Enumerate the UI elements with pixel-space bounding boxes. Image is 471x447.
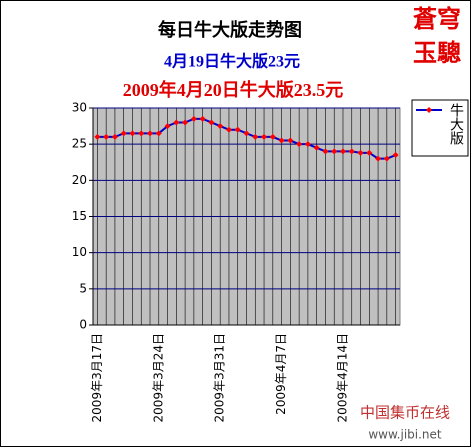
data-point bbox=[164, 123, 171, 130]
badge: 玉驄 bbox=[413, 39, 461, 67]
data-point bbox=[147, 130, 154, 137]
data-point bbox=[120, 130, 127, 137]
data-point bbox=[243, 130, 250, 137]
data-point bbox=[190, 115, 197, 122]
data-point bbox=[296, 141, 303, 148]
x-tick-label: 2009年4月7日 bbox=[274, 333, 288, 415]
data-point bbox=[173, 119, 180, 126]
chart-title: 每日牛大版走势图 bbox=[158, 19, 302, 41]
data-point bbox=[138, 130, 145, 137]
legend-label: 牛大版 bbox=[448, 103, 464, 146]
chart-subtitle: 2009年4月20日牛大版23.5元 bbox=[123, 79, 344, 100]
data-point bbox=[103, 133, 110, 140]
y-tick-label: 5 bbox=[79, 281, 87, 295]
data-point bbox=[331, 148, 338, 155]
x-tick-label: 2009年4月14日 bbox=[335, 333, 349, 422]
y-tick-label: 15 bbox=[72, 209, 87, 223]
data-point bbox=[348, 148, 355, 155]
data-point bbox=[322, 148, 329, 155]
watermark: www.jibi.net bbox=[368, 428, 442, 442]
y-tick-label: 20 bbox=[72, 173, 87, 187]
data-point bbox=[357, 149, 364, 156]
x-tick-label: 2009年3月24日 bbox=[151, 333, 165, 422]
data-point bbox=[269, 133, 276, 140]
data-point bbox=[129, 130, 136, 137]
x-tick-label: 2009年3月17日 bbox=[90, 333, 104, 422]
data-point bbox=[383, 155, 390, 162]
data-point bbox=[252, 133, 259, 140]
data-point bbox=[278, 137, 285, 144]
data-point bbox=[392, 152, 399, 159]
data-point bbox=[375, 155, 382, 162]
data-point bbox=[287, 137, 294, 144]
data-point bbox=[217, 123, 224, 130]
data-point bbox=[366, 149, 373, 156]
data-point bbox=[155, 130, 162, 137]
data-point bbox=[94, 133, 101, 140]
data-point bbox=[225, 126, 232, 133]
data-point bbox=[339, 148, 346, 155]
data-point bbox=[304, 141, 311, 148]
data-point bbox=[261, 133, 268, 140]
data-point bbox=[208, 119, 215, 126]
y-tick-label: 30 bbox=[72, 101, 87, 115]
data-point bbox=[199, 115, 206, 122]
y-tick-label: 25 bbox=[72, 137, 87, 151]
chart-subtitle: 4月19日牛大版23元 bbox=[164, 52, 300, 71]
badge: 蒼穹 bbox=[413, 5, 461, 33]
y-tick-label: 0 bbox=[79, 318, 87, 332]
data-point bbox=[182, 119, 189, 126]
data-point bbox=[111, 133, 118, 140]
y-tick-label: 10 bbox=[72, 245, 87, 259]
legend-marker bbox=[426, 107, 432, 113]
data-point bbox=[234, 126, 241, 133]
data-point bbox=[313, 144, 320, 151]
watermark: 中国集币在线 bbox=[360, 404, 450, 422]
x-tick-label: 2009年3月31日 bbox=[213, 333, 227, 422]
